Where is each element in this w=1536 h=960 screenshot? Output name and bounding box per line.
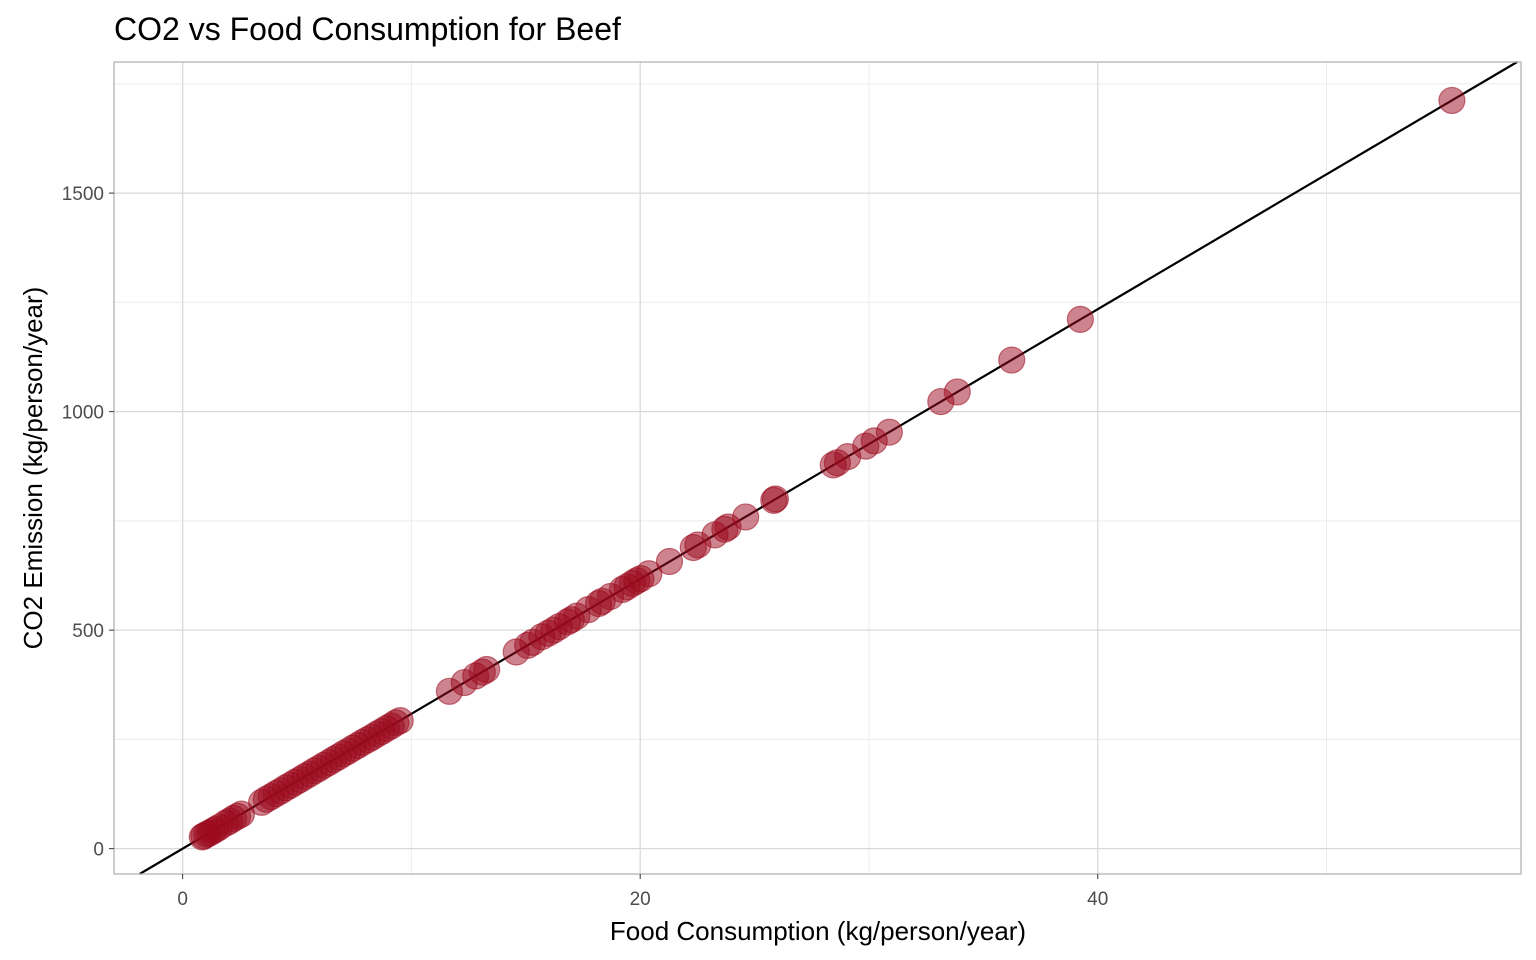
y-axis-ticks: 0 500 1000 1500	[62, 184, 114, 861]
data-point	[998, 346, 1026, 374]
data-point	[655, 547, 684, 576]
data-points	[188, 86, 1466, 851]
data-point	[760, 486, 788, 514]
x-axis-ticks: 0 20 40	[177, 874, 1108, 910]
data-point	[819, 451, 847, 479]
x-axis-label: Food Consumption (kg/person/year)	[610, 916, 1026, 946]
data-point	[679, 533, 707, 562]
x-tick-label: 40	[1087, 889, 1108, 910]
data-point	[927, 387, 955, 416]
x-tick-label: 0	[177, 889, 188, 910]
chart-title: CO2 vs Food Consumption for Beef	[114, 11, 621, 47]
data-point	[1066, 305, 1094, 334]
y-tick-label: 1000	[62, 403, 104, 424]
y-tick-label: 500	[72, 621, 104, 642]
plot-panel-border	[113, 61, 1522, 875]
grid	[114, 62, 1521, 874]
data-point	[1438, 86, 1466, 115]
y-tick-label: 1500	[62, 184, 104, 205]
data-point	[502, 638, 530, 666]
y-axis-label: CO2 Emission (kg/person/year)	[18, 287, 48, 650]
y-tick-label: 0	[93, 840, 104, 861]
data-point	[188, 823, 216, 851]
data-point	[247, 788, 276, 816]
x-tick-label: 20	[630, 889, 651, 910]
data-point	[435, 677, 463, 705]
